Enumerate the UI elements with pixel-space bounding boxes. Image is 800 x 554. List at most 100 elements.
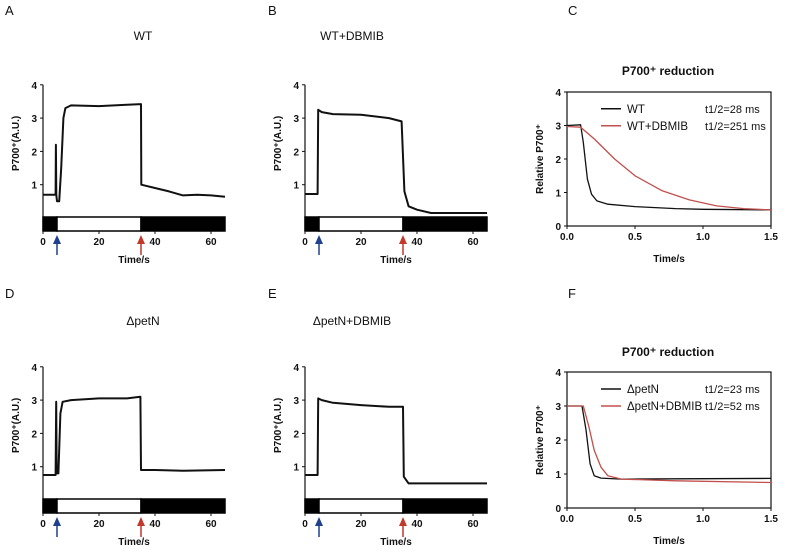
x-tick-label: 20: [93, 519, 105, 530]
chart-title: ΔpetN+DBMIB: [313, 314, 391, 328]
light-bar-dark: [42, 498, 58, 514]
y-tick-label: 2: [555, 155, 561, 166]
y-tick-label: 4: [293, 363, 299, 374]
y-tick-label: 1: [31, 463, 37, 474]
chart-title: P700⁺ reduction: [622, 64, 714, 78]
light-bar-dark: [402, 216, 488, 232]
x-tick-label: 20: [93, 237, 105, 248]
blue-arrow-head-icon: [53, 517, 61, 526]
y-tick-label: 4: [555, 88, 561, 99]
chart-title: WT+DBMIB: [320, 29, 384, 43]
x-tick-label: 60: [205, 519, 217, 530]
y-axis-label: Relative P700⁺: [535, 405, 546, 475]
x-tick-label: 40: [149, 519, 161, 530]
y-tick-label: 3: [293, 396, 299, 407]
light-bar-dark: [42, 216, 58, 232]
blue-arrow-head-icon: [315, 517, 323, 526]
x-tick-label: 0.0: [560, 514, 574, 525]
legend-label: ΔpetN: [627, 384, 659, 396]
series-line-wt-dbmib: [566, 125, 772, 211]
light-bar-dark: [140, 216, 226, 232]
light-bar-dark: [402, 498, 488, 514]
x-tick-label: 20: [355, 519, 367, 530]
x-tick-label: 60: [467, 237, 479, 248]
series-line-wt: [566, 124, 772, 211]
x-tick-label: 0.5: [628, 232, 642, 243]
x-axis-label: Time/s: [653, 254, 685, 265]
x-axis-label: Time/s: [118, 537, 150, 548]
y-tick-label: 1: [555, 470, 561, 481]
y-tick-label: 2: [555, 436, 561, 447]
x-axis-label: Time/s: [118, 255, 150, 266]
red-arrow-head-icon: [399, 517, 407, 526]
light-bar-light: [318, 216, 404, 232]
y-tick-label: 3: [555, 402, 561, 413]
x-tick-label: 1.5: [764, 232, 778, 243]
half-time-label: t1/2=52 ms: [705, 401, 760, 413]
x-tick-label: 0: [302, 519, 308, 530]
red-arrow-head-icon: [137, 235, 145, 244]
y-axis-label: P700⁺(A.U.): [273, 116, 284, 171]
chart-title: WT: [134, 29, 153, 43]
y-tick-label: 4: [31, 81, 37, 92]
y-tick-label: 0: [555, 504, 561, 515]
y-axis-label: P700⁺(A.U.): [11, 398, 22, 453]
y-tick-label: 1: [293, 463, 299, 474]
chart-title: P700⁺ reduction: [622, 345, 714, 359]
series-line--petn-dbmib: [567, 405, 772, 484]
y-axis-label: Relative P700⁺: [535, 124, 546, 194]
legend-label: WT+DBMIB: [627, 121, 688, 133]
panel-letter: F: [568, 286, 576, 301]
y-tick-label: 3: [293, 114, 299, 125]
x-tick-label: 40: [411, 519, 423, 530]
chart-title: ΔpetN: [126, 314, 159, 328]
light-bar-light: [318, 498, 404, 514]
panel-letter: C: [568, 3, 577, 18]
x-tick-label: 1.5: [764, 514, 778, 525]
light-bar-light: [56, 216, 142, 232]
y-tick-label: 4: [31, 363, 37, 374]
panel-letter: B: [268, 3, 277, 18]
series-line-trace: [305, 108, 487, 214]
series-line-trace: [305, 397, 487, 485]
x-tick-label: 40: [149, 237, 161, 248]
x-tick-label: 0: [40, 237, 46, 248]
y-tick-label: 1: [293, 181, 299, 192]
y-tick-label: 3: [31, 396, 37, 407]
x-tick-label: 60: [467, 519, 479, 530]
x-tick-label: 60: [205, 237, 217, 248]
y-tick-label: 2: [31, 429, 37, 440]
x-tick-label: 0.0: [560, 232, 574, 243]
half-time-label: t1/2=23 ms: [705, 384, 760, 396]
y-tick-label: 4: [555, 368, 561, 379]
y-axis-label: P700⁺(A.U.): [11, 116, 22, 171]
x-tick-label: 1.0: [696, 232, 710, 243]
series-line-trace: [43, 395, 226, 476]
panel-c: C P700⁺ reduction Relative P700⁺ 0 1 2 3 4 0.0 0.…: [535, 3, 778, 265]
x-tick-label: 0: [40, 519, 46, 530]
light-bar-dark: [140, 498, 226, 514]
x-axis-label: Time/s: [380, 255, 412, 266]
panel-letter: A: [5, 3, 14, 18]
x-tick-label: 20: [355, 237, 367, 248]
x-axis-label: Time/s: [653, 536, 685, 547]
x-tick-label: 40: [411, 237, 423, 248]
y-tick-label: 1: [555, 189, 561, 200]
series-line-trace: [43, 103, 226, 203]
x-tick-label: 1.0: [696, 514, 710, 525]
half-time-label: t1/2=28 ms: [705, 104, 760, 116]
y-tick-label: 3: [31, 114, 37, 125]
y-tick-label: 2: [31, 147, 37, 158]
light-bar-light: [56, 498, 142, 514]
panel-f: F P700⁺ reduction Relative P700⁺ 0 1 2 3 4 0.0 0.…: [535, 286, 778, 547]
red-arrow-head-icon: [137, 517, 145, 526]
light-bar-dark: [304, 216, 320, 232]
light-bar-dark: [304, 498, 320, 514]
series-line--petn: [567, 405, 772, 480]
y-tick-label: 1: [31, 181, 37, 192]
x-tick-label: 0: [302, 237, 308, 248]
x-tick-label: 0.5: [628, 514, 642, 525]
